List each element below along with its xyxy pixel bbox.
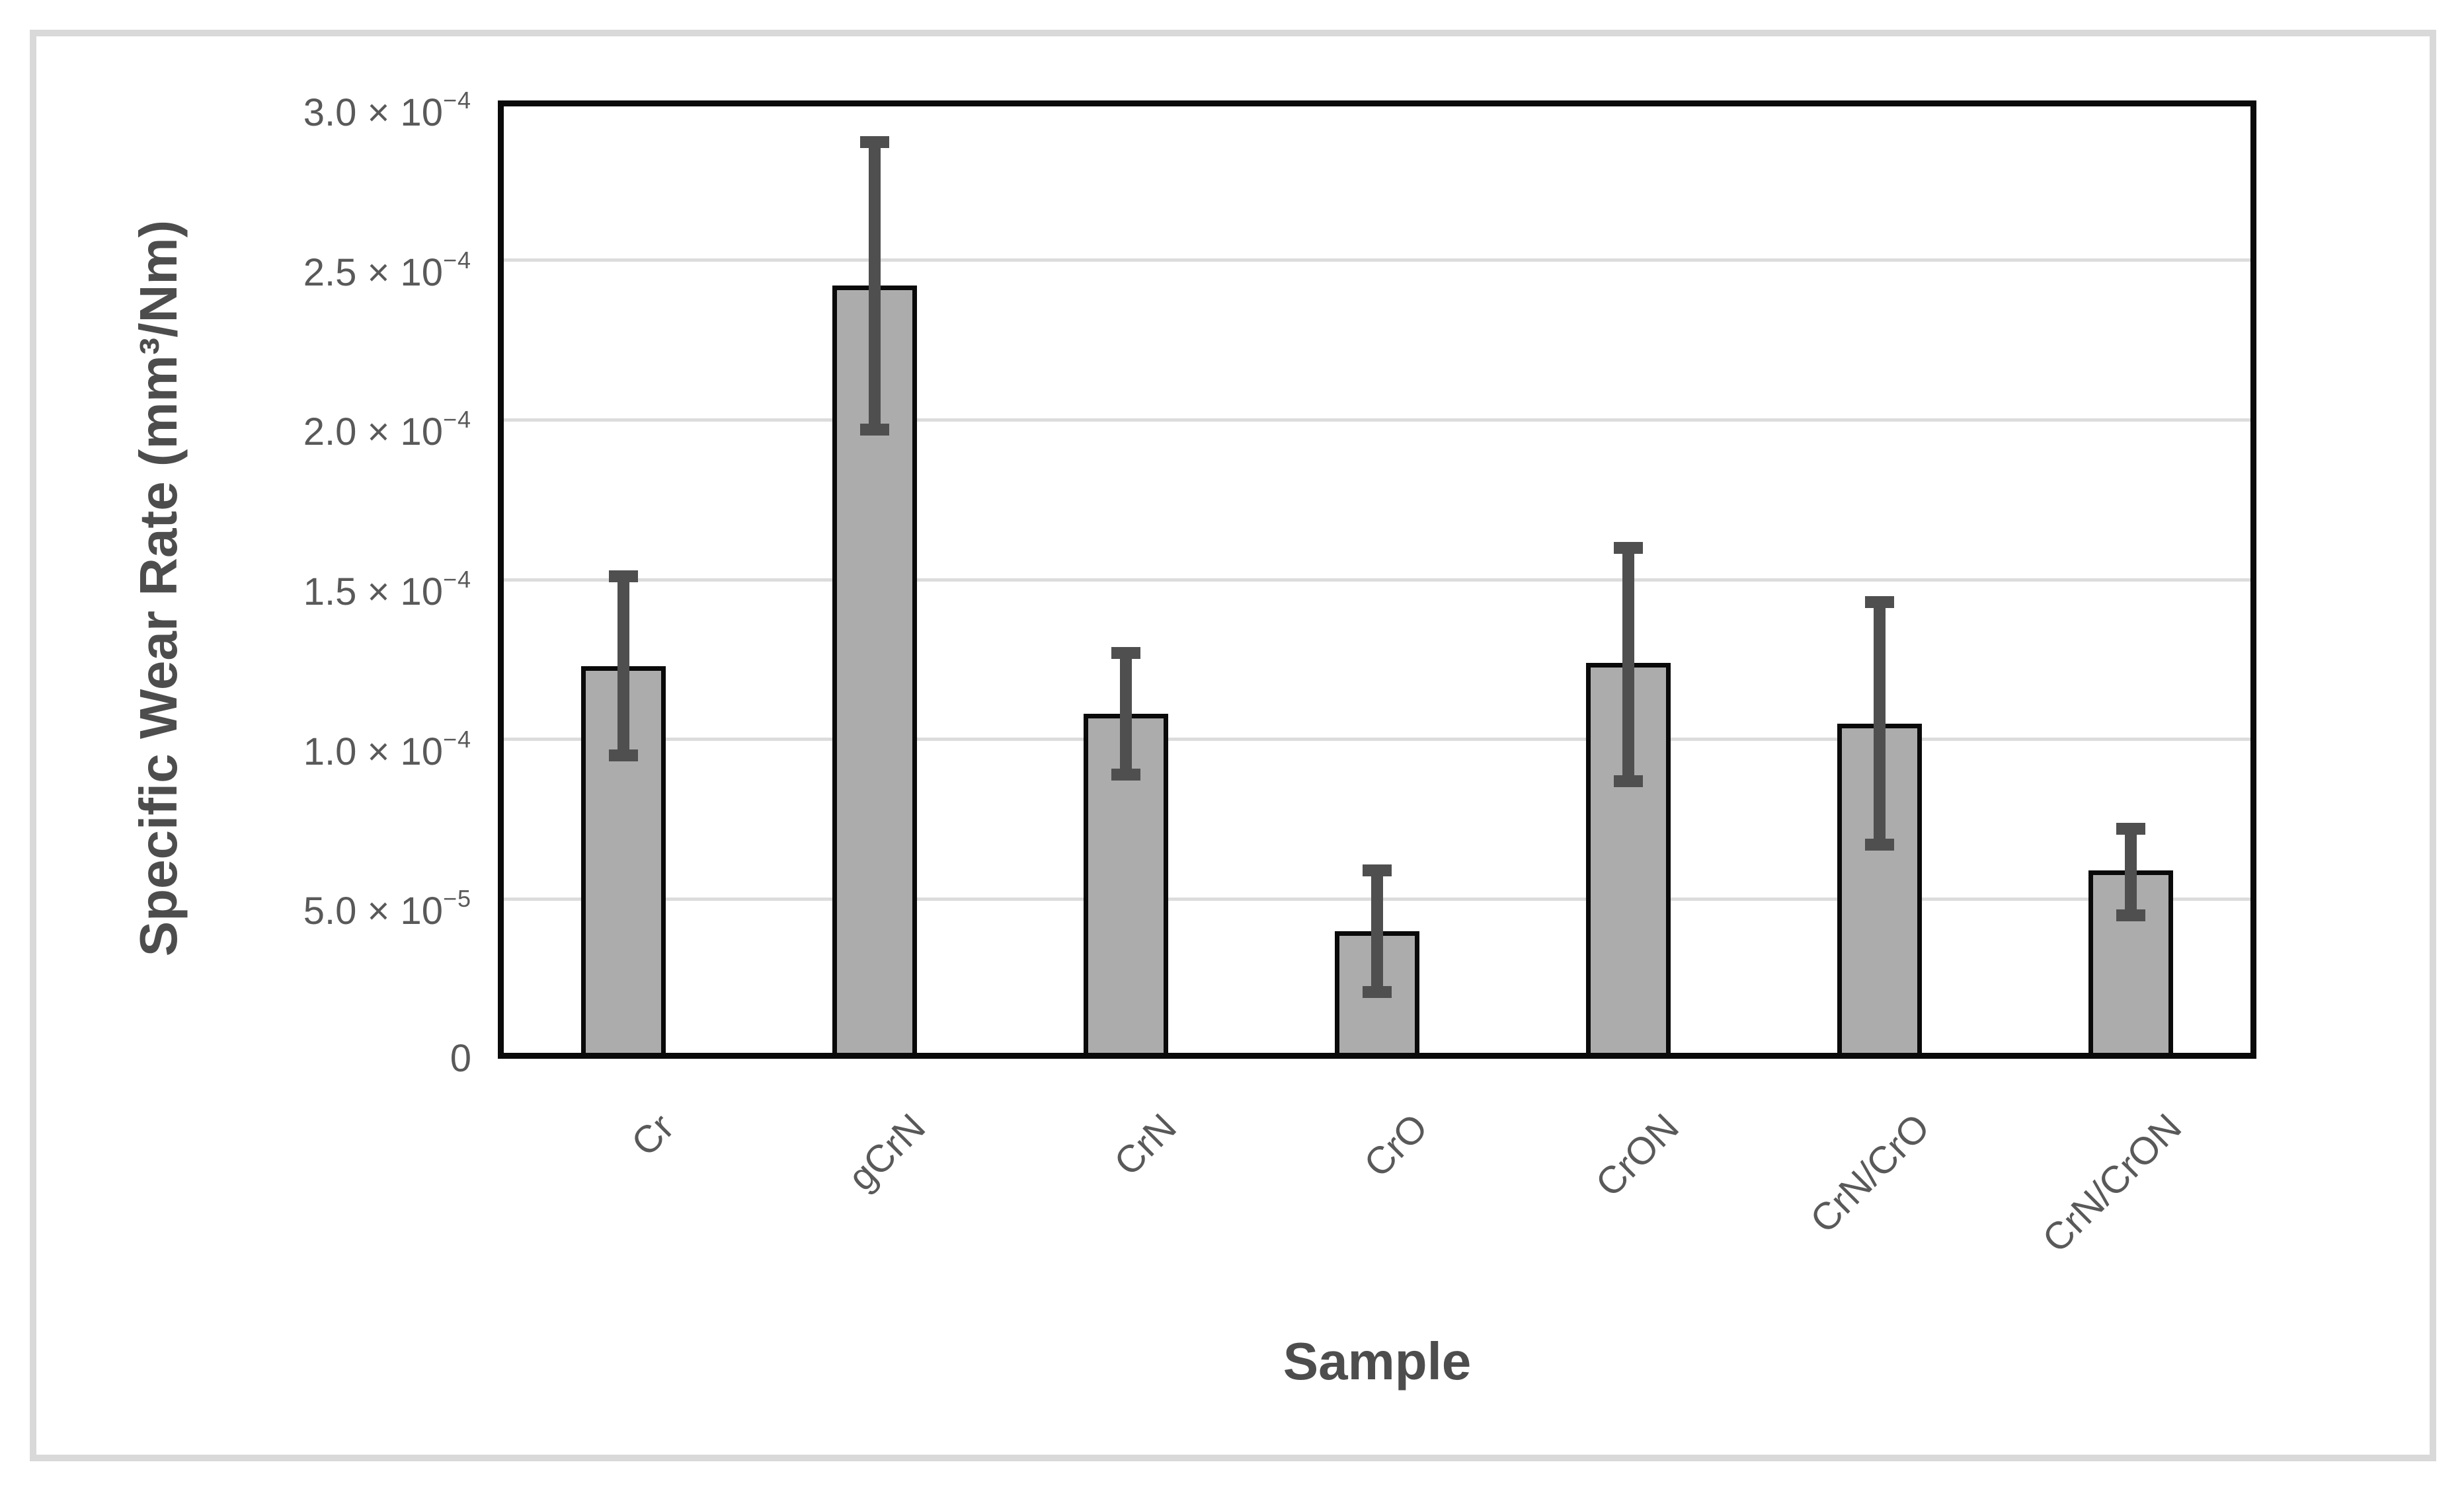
y-tick-exponent: −4 xyxy=(442,725,471,753)
errorbar-cap-top-Cr xyxy=(609,570,638,583)
y-tick-exponent: −4 xyxy=(442,406,471,434)
y-tick-exponent: −4 xyxy=(442,87,471,114)
errorbar-whisker-CrN/CrON xyxy=(2125,829,2137,915)
errorbar-cap-bottom-gCrN xyxy=(860,423,889,436)
errorbar-whisker-CrO xyxy=(1371,870,1383,992)
errorbar-cap-top-CrN xyxy=(1111,647,1140,660)
y-tick-mantissa: 1.0 × 10 xyxy=(303,730,443,773)
y-tick-mantissa: 2.5 × 10 xyxy=(303,250,443,294)
gridline-2.5 xyxy=(504,258,2250,262)
errorbar-cap-top-CrN/CrON xyxy=(2116,823,2145,835)
errorbar-cap-top-CrON xyxy=(1614,541,1643,554)
errorbar-cap-bottom-CrN xyxy=(1111,768,1140,781)
y-tick-exponent: −5 xyxy=(442,885,471,913)
errorbar-whisker-gCrN xyxy=(869,141,881,430)
y-tick-mantissa: 2.0 × 10 xyxy=(303,410,443,454)
errorbar-cap-top-gCrN xyxy=(860,135,889,148)
figure-border xyxy=(30,30,2436,1461)
errorbar-cap-bottom-CrON xyxy=(1614,775,1643,787)
y-tick-mantissa: 1.5 × 10 xyxy=(303,570,443,613)
errorbar-whisker-CrON xyxy=(1622,547,1634,781)
errorbar-whisker-CrN/CrO xyxy=(1874,601,1886,845)
errorbar-whisker-CrN xyxy=(1120,653,1132,775)
x-axis-title: Sample xyxy=(1283,1332,1472,1391)
gridline-1.5 xyxy=(504,578,2250,582)
y-tick-mantissa: 5.0 × 10 xyxy=(303,890,443,933)
errorbar-cap-top-CrO xyxy=(1363,864,1392,876)
y-tick-exponent: −4 xyxy=(442,566,471,593)
y-tick-label-0.5: 5.0 × 10−5 xyxy=(0,872,471,933)
y-axis-title: Specific Wear Rate (mm³/Nm) xyxy=(129,219,188,957)
errorbar-cap-top-CrN/CrO xyxy=(1865,595,1894,608)
y-tick-label-0: 0 xyxy=(0,1032,471,1085)
gridline-1 xyxy=(504,738,2250,742)
y-tick-mantissa: 3.0 × 10 xyxy=(303,91,443,134)
y-tick-label-2: 2.0 × 10−4 xyxy=(0,393,471,453)
y-tick-label-2.5: 2.5 × 10−4 xyxy=(0,234,471,294)
y-tick-label-3: 3.0 × 10−4 xyxy=(0,74,471,134)
errorbar-cap-bottom-CrN/CrO xyxy=(1865,839,1894,851)
errorbar-cap-bottom-CrN/CrON xyxy=(2116,909,2145,921)
errorbar-cap-bottom-CrO xyxy=(1363,985,1392,998)
errorbar-cap-bottom-Cr xyxy=(609,749,638,761)
y-tick-label-1.5: 1.5 × 10−4 xyxy=(0,553,471,613)
y-tick-exponent: −4 xyxy=(442,246,471,274)
gridline-2 xyxy=(504,418,2250,422)
y-tick-label-1: 1.0 × 10−4 xyxy=(0,713,471,773)
errorbar-whisker-Cr xyxy=(617,576,629,755)
y-tick-mantissa: 0 xyxy=(450,1037,471,1080)
